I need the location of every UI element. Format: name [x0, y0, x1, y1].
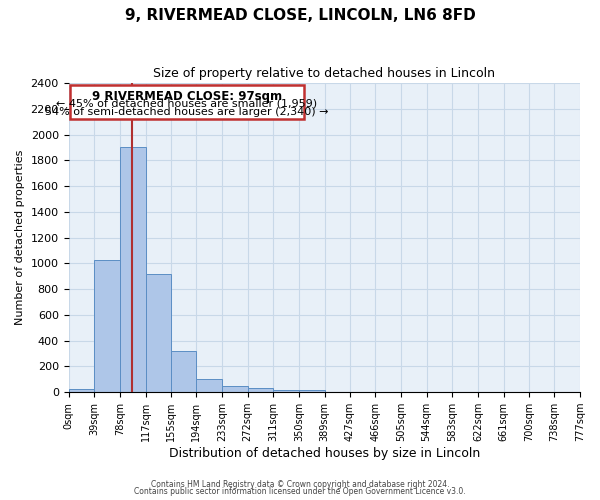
Bar: [299, 390, 325, 392]
Bar: [222, 386, 248, 392]
Bar: [70, 85, 304, 119]
Bar: [170, 351, 196, 392]
Text: ← 45% of detached houses are smaller (1,959): ← 45% of detached houses are smaller (1,…: [56, 98, 317, 108]
Text: Contains public sector information licensed under the Open Government Licence v3: Contains public sector information licen…: [134, 487, 466, 496]
Bar: [273, 390, 299, 392]
Bar: [146, 274, 170, 392]
Y-axis label: Number of detached properties: Number of detached properties: [15, 150, 25, 326]
X-axis label: Distribution of detached houses by size in Lincoln: Distribution of detached houses by size …: [169, 447, 480, 460]
Text: 9 RIVERMEAD CLOSE: 97sqm: 9 RIVERMEAD CLOSE: 97sqm: [92, 90, 282, 104]
Text: 54% of semi-detached houses are larger (2,340) →: 54% of semi-detached houses are larger (…: [45, 106, 328, 117]
Text: Contains HM Land Registry data © Crown copyright and database right 2024.: Contains HM Land Registry data © Crown c…: [151, 480, 449, 489]
Bar: [248, 388, 273, 392]
Bar: [68, 389, 94, 392]
Text: 9, RIVERMEAD CLOSE, LINCOLN, LN6 8FD: 9, RIVERMEAD CLOSE, LINCOLN, LN6 8FD: [125, 8, 475, 22]
Bar: [120, 148, 146, 392]
Bar: [196, 378, 222, 392]
Bar: [94, 260, 120, 392]
Title: Size of property relative to detached houses in Lincoln: Size of property relative to detached ho…: [153, 68, 495, 80]
